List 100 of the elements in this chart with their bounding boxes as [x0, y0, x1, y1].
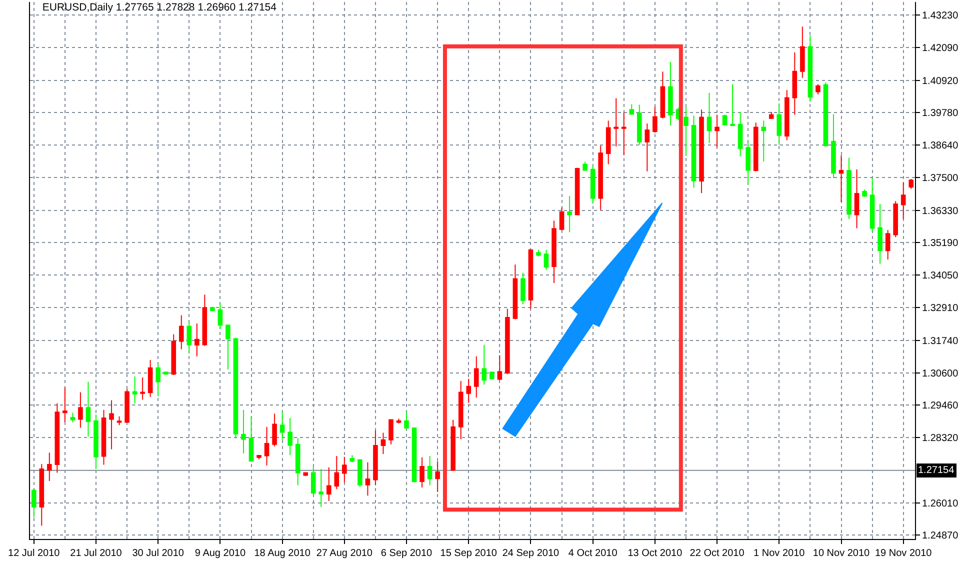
candlestick [373, 430, 378, 486]
y-tick-label: 1.28320 [922, 432, 959, 444]
candlestick [823, 82, 828, 147]
candlestick [574, 167, 580, 216]
x-tick-label: 27 Aug 2010 [316, 548, 373, 559]
candlestick [458, 380, 464, 440]
candlestick [178, 314, 184, 350]
candlestick [490, 371, 494, 380]
y-tick-label: 1.40920 [922, 76, 959, 87]
candlestick [768, 111, 774, 120]
candlestick [637, 104, 642, 146]
candlestick [808, 34, 813, 102]
y-tick-label: 1.30600 [922, 368, 959, 380]
ref-line-label: 1.27154 [918, 465, 955, 476]
candlestick [171, 334, 176, 376]
x-tick-label: 4 Oct 2010 [568, 548, 618, 559]
candlestick [132, 376, 138, 404]
candlestick [427, 456, 432, 486]
candlestick [660, 71, 666, 119]
candlestick [792, 52, 798, 116]
candlestick [466, 378, 472, 404]
candlestick [684, 106, 688, 157]
y-tick-label: 1.38640 [922, 140, 959, 152]
candlestick [86, 381, 91, 437]
candlestick [396, 418, 402, 424]
x-tick-label: 24 Sep 2010 [502, 548, 560, 559]
candlestick [722, 114, 728, 126]
candlestick [862, 189, 867, 198]
candlestick [730, 84, 735, 127]
candlestick [39, 463, 44, 526]
candlestick [226, 324, 230, 370]
candlestick [738, 111, 743, 157]
candlestick [870, 176, 875, 232]
candlestick [474, 356, 479, 398]
candlestick [505, 308, 510, 375]
candlestick [536, 249, 541, 257]
candlestick [784, 90, 790, 141]
candlestick [606, 120, 611, 165]
candlestick [885, 230, 890, 260]
x-tick-label: 21 Jul 2010 [70, 548, 122, 559]
candlestick [248, 416, 254, 462]
candlestick [31, 489, 36, 518]
candlestick [420, 456, 424, 488]
y-tick-label: 1.36330 [922, 206, 959, 217]
candlestick [54, 402, 60, 474]
candlestick [753, 122, 758, 172]
x-tick-label: 13 Oct 2010 [628, 548, 683, 559]
x-tick-label: 15 Sep 2010 [440, 548, 498, 559]
candlestick [450, 419, 456, 472]
candlestick [854, 168, 860, 229]
chart-title: EURUSD,Daily 1.27765 1.27828 1.26960 1.27154 [42, 1, 277, 14]
candlestick [404, 412, 409, 430]
candlestick [706, 92, 712, 144]
candlestick [412, 427, 417, 483]
candlestick [800, 26, 805, 78]
candlestick [893, 200, 898, 238]
candlestick [148, 360, 153, 398]
candlestick [94, 414, 98, 470]
y-tick-label: 1.39780 [922, 108, 959, 120]
candlestick [629, 104, 634, 116]
x-tick-label: 12 Jul 2010 [8, 548, 60, 559]
y-tick-label: 1.32910 [922, 302, 959, 314]
y-tick-label: 1.37500 [922, 172, 959, 184]
candlestick [318, 468, 324, 508]
candlestick [70, 412, 76, 423]
candlestick [303, 472, 308, 477]
candlestick [590, 165, 596, 204]
candlestick [380, 432, 386, 455]
x-tick-label: 22 Oct 2010 [690, 548, 745, 559]
candlestick [140, 377, 145, 400]
candlestick [264, 426, 270, 466]
candlestick [652, 106, 658, 134]
candlestick [482, 344, 487, 386]
candlestick [78, 392, 83, 428]
candlestick [109, 400, 114, 450]
candlestick [528, 249, 534, 310]
candlestick [62, 386, 68, 423]
candlestick [614, 98, 619, 147]
candlestick [163, 371, 168, 375]
candlestick [358, 458, 362, 488]
x-tick-label: 19 Nov 2010 [875, 548, 932, 559]
candlestick [210, 306, 215, 312]
candlestick [776, 102, 782, 146]
candlestick [908, 178, 914, 190]
candlestick [202, 294, 208, 346]
candlestick [714, 114, 720, 148]
candlestick [272, 413, 277, 447]
y-tick-label: 1.26010 [922, 498, 959, 510]
candlestick [186, 320, 192, 354]
x-tick-label: 1 Nov 2010 [754, 548, 806, 559]
candlestick [644, 123, 650, 172]
candlestick [342, 456, 347, 483]
y-tick-label: 1.42090 [922, 42, 959, 54]
candlestick [310, 466, 316, 496]
x-tick-label: 9 Aug 2010 [194, 548, 246, 559]
candlestick [544, 249, 549, 270]
candlestick [552, 220, 556, 284]
candlestick [124, 388, 130, 424]
candlestick [582, 161, 588, 172]
candlestick [288, 418, 292, 456]
